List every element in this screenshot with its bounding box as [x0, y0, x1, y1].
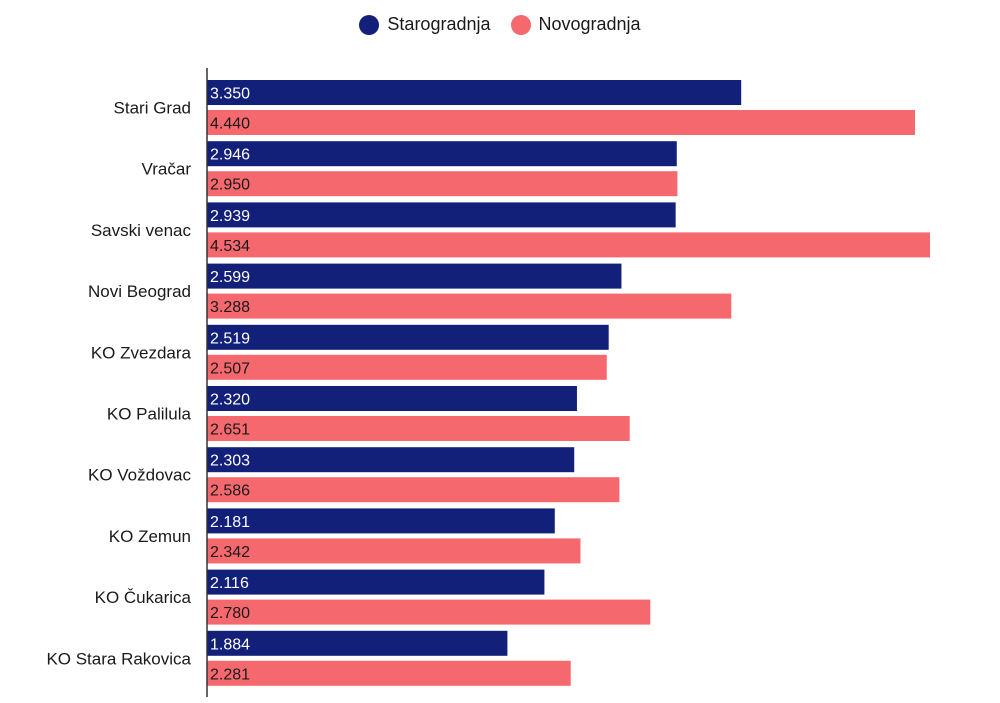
bar-starogradnja-ko-vozdovac: [207, 447, 575, 473]
bar-starogradnja-novi-beograd: [207, 263, 622, 289]
legend-label-novogradnja: Novogradnja: [538, 14, 641, 34]
value-label-novogradnja-ko-stara-rakovica: 2.281: [210, 666, 250, 683]
category-label-novi-beograd: Novi Beograd: [88, 282, 191, 301]
category-label-savski-venac: Savski venac: [91, 221, 192, 240]
bar-novogradnja-ko-zemun: [207, 538, 581, 564]
legend-item-novogradnja: Novogradnja: [510, 14, 641, 35]
bar-starogradnja-ko-palilula: [207, 386, 577, 411]
value-label-novogradnja-ko-zemun: 2.342: [210, 544, 250, 561]
value-label-starogradnja-ko-stara-rakovica: 1.884: [210, 636, 250, 653]
value-label-novogradnja-savski-venac: 4.534: [210, 238, 250, 255]
category-label-ko-stara-rakovica: KO Stara Rakovica: [46, 649, 191, 668]
bar-novogradnja-ko-stara-rakovica: [207, 660, 571, 686]
value-label-novogradnja-ko-vozdovac: 2.586: [210, 483, 250, 500]
category-label-ko-cukarica: KO Čukarica: [95, 588, 192, 607]
value-label-starogradnja-novi-beograd: 2.599: [210, 269, 250, 286]
bar-novogradnja-savski-venac: [207, 232, 930, 258]
category-label-vracar: Vračar: [142, 160, 192, 179]
bar-starogradnja-ko-stara-rakovica: [207, 630, 508, 656]
value-label-starogradnja-savski-venac: 2.939: [210, 208, 250, 225]
legend: Starogradnja Novogradnja: [0, 14, 1000, 35]
bar-novogradnja-novi-beograd: [207, 293, 732, 319]
value-label-starogradnja-vracar: 2.946: [210, 147, 250, 164]
category-label-ko-zemun: KO Zemun: [109, 527, 191, 546]
legend-item-starogradnja: Starogradnja: [359, 14, 491, 35]
bar-starogradnja-stari-grad: [207, 80, 742, 105]
value-label-starogradnja-ko-cukarica: 2.116: [210, 575, 249, 592]
bar-starogradnja-ko-zemun: [207, 508, 555, 534]
category-label-ko-vozdovac: KO Voždovac: [88, 466, 192, 485]
value-label-starogradnja-ko-zemun: 2.181: [210, 514, 250, 531]
bar-starogradnja-savski-venac: [207, 202, 676, 228]
bar-novogradnja-vracar: [207, 171, 678, 197]
bar-starogradnja-vracar: [207, 141, 677, 167]
category-label-ko-palilula: KO Palilula: [107, 405, 192, 424]
value-label-novogradnja-ko-palilula: 2.651: [210, 422, 250, 439]
bar-novogradnja-ko-cukarica: [207, 599, 651, 625]
bar-novogradnja-ko-vozdovac: [207, 477, 620, 503]
bar-novogradnja-ko-palilula: [207, 416, 630, 441]
legend-label-starogradnja: Starogradnja: [387, 14, 491, 34]
value-label-novogradnja-novi-beograd: 3.288: [210, 299, 250, 316]
category-label-stari-grad: Stari Grad: [114, 99, 191, 118]
legend-swatch-novogradnja: [510, 14, 531, 35]
bar-novogradnja-ko-zvezdara: [207, 354, 607, 380]
value-label-starogradnja-ko-zvezdara: 2.519: [210, 330, 250, 347]
value-label-novogradnja-ko-cukarica: 2.780: [210, 605, 250, 622]
bar-novogradnja-stari-grad: [207, 110, 916, 135]
value-label-novogradnja-stari-grad: 4.440: [210, 116, 250, 133]
value-label-starogradnja-stari-grad: 3.350: [210, 86, 250, 103]
legend-swatch-starogradnja: [359, 14, 380, 35]
value-label-novogradnja-ko-zvezdara: 2.507: [210, 360, 250, 377]
category-label-ko-zvezdara: KO Zvezdara: [91, 343, 192, 362]
value-label-starogradnja-ko-palilula: 2.320: [210, 392, 250, 409]
value-label-novogradnja-vracar: 2.950: [210, 177, 250, 194]
bar-starogradnja-ko-zvezdara: [207, 324, 609, 350]
value-label-starogradnja-ko-vozdovac: 2.303: [210, 453, 250, 470]
bar-starogradnja-ko-cukarica: [207, 569, 545, 595]
